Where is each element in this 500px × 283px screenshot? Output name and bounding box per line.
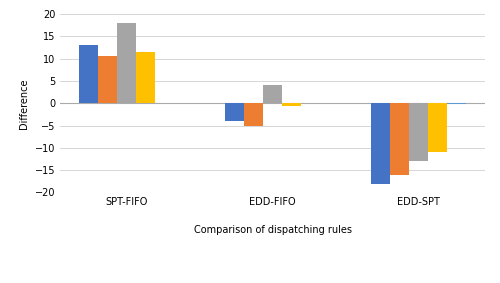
Bar [98,57,117,103]
Bar [390,103,409,175]
Bar [282,103,301,106]
Bar [428,103,446,152]
Bar [409,103,428,161]
Y-axis label: Difference: Difference [19,78,29,128]
Bar [371,103,390,184]
Bar [225,103,244,121]
X-axis label: Comparison of dispatching rules: Comparison of dispatching rules [194,224,352,235]
Bar [446,103,466,104]
Bar [263,85,282,103]
Bar [136,52,155,103]
Bar [244,103,263,126]
Bar [117,23,136,103]
Bar [80,45,98,103]
